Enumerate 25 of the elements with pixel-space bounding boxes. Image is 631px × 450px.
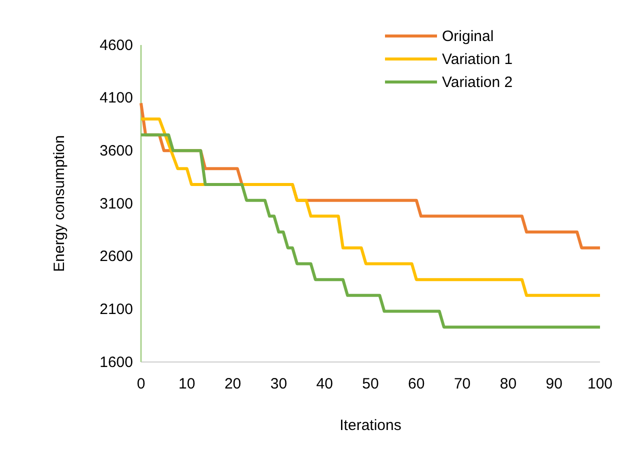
y-tick-label: 4100: [100, 90, 133, 107]
legend-label: Original: [442, 28, 494, 45]
y-tick-label: 2600: [100, 248, 133, 266]
y-tick-label: 4600: [100, 36, 133, 54]
x-tick-label: 70: [454, 376, 471, 393]
y-tick-label: 3100: [100, 195, 133, 212]
x-tick-label: 40: [316, 376, 333, 393]
x-tick-label: 60: [408, 376, 425, 393]
x-tick-label: 10: [178, 376, 196, 393]
line-series: [140, 117, 602, 297]
x-tick-label: 0: [136, 376, 146, 393]
y-tick-label: 1600: [100, 354, 133, 371]
legend-label: Variation 1: [442, 51, 513, 68]
x-tick-label: 50: [362, 376, 379, 393]
y-tick-label: 2100: [100, 300, 133, 318]
line-series: [140, 133, 602, 329]
x-tick-label: 90: [546, 376, 562, 393]
x-axis-title: Iterations: [340, 417, 402, 434]
y-tick-label: 3600: [100, 142, 133, 160]
x-tick-label: 80: [500, 376, 517, 393]
x-tick-label: 20: [224, 376, 242, 393]
x-tick-label: 100: [587, 376, 613, 393]
y-axis-title: Energy consumption: [51, 135, 68, 272]
legend-label: Variation 2: [442, 74, 513, 91]
x-tick-label: 30: [270, 376, 288, 393]
